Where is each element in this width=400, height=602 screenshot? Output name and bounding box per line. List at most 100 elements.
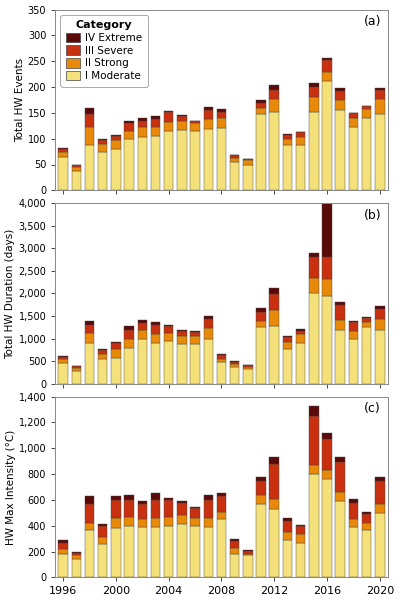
Bar	[256, 308, 266, 312]
Bar	[151, 325, 160, 334]
Bar	[98, 138, 108, 140]
Bar	[309, 474, 318, 577]
Bar	[270, 458, 279, 464]
Bar	[164, 517, 174, 526]
Bar	[204, 110, 213, 119]
Bar	[270, 498, 279, 509]
Bar	[230, 539, 240, 541]
Bar	[309, 465, 318, 474]
Bar	[164, 334, 174, 341]
Bar	[204, 107, 213, 110]
Bar	[204, 328, 213, 339]
Bar	[138, 320, 147, 323]
Bar	[349, 503, 358, 520]
Bar	[375, 513, 384, 577]
Bar	[98, 354, 108, 359]
Bar	[270, 326, 279, 384]
Bar	[336, 91, 345, 100]
Bar	[256, 481, 266, 495]
Bar	[270, 85, 279, 90]
Bar	[164, 131, 174, 190]
Bar	[256, 477, 266, 481]
Bar	[336, 88, 345, 91]
Bar	[124, 131, 134, 138]
Bar	[58, 554, 68, 577]
Bar	[204, 319, 213, 328]
Bar	[177, 503, 187, 515]
Bar	[309, 87, 318, 98]
Bar	[124, 526, 134, 577]
Bar	[217, 112, 226, 118]
Bar	[85, 343, 94, 384]
Bar	[322, 433, 332, 439]
Bar	[204, 495, 213, 500]
Bar	[151, 500, 160, 518]
Y-axis label: Total HW Duration (days): Total HW Duration (days)	[6, 228, 16, 359]
Bar	[138, 118, 147, 120]
Bar	[177, 330, 187, 332]
Bar	[124, 120, 134, 123]
Bar	[296, 526, 305, 534]
Bar	[217, 118, 226, 128]
Bar	[256, 108, 266, 114]
Bar	[164, 113, 174, 122]
Bar	[336, 320, 345, 330]
Bar	[375, 99, 384, 114]
Bar	[243, 160, 253, 164]
Bar	[309, 112, 318, 190]
Bar	[177, 336, 187, 344]
Bar	[138, 127, 147, 137]
Bar	[151, 334, 160, 343]
Bar	[98, 350, 108, 354]
Bar	[283, 134, 292, 138]
Bar	[296, 534, 305, 542]
Bar	[322, 99, 332, 257]
Bar	[270, 90, 279, 99]
Bar	[72, 559, 81, 577]
Bar	[124, 517, 134, 526]
Bar	[72, 552, 81, 553]
Bar	[58, 148, 68, 149]
Bar	[58, 356, 68, 357]
Bar	[349, 113, 358, 118]
Bar	[283, 349, 292, 384]
Bar	[85, 496, 94, 504]
Bar	[164, 326, 174, 334]
Bar	[336, 501, 345, 577]
Bar	[283, 540, 292, 577]
Text: (a): (a)	[364, 15, 381, 28]
Bar	[177, 116, 187, 120]
Bar	[111, 518, 121, 529]
Bar	[124, 138, 134, 190]
Bar	[362, 318, 371, 321]
Bar	[190, 332, 200, 336]
Bar	[270, 112, 279, 190]
Bar	[322, 279, 332, 296]
Bar	[177, 120, 187, 130]
Bar	[138, 504, 147, 519]
Bar	[243, 550, 253, 551]
Bar	[243, 164, 253, 190]
Bar	[85, 321, 94, 325]
Bar	[124, 348, 134, 384]
Bar	[322, 296, 332, 384]
Bar	[204, 518, 213, 527]
Bar	[124, 495, 134, 500]
Bar	[270, 288, 279, 294]
Bar	[283, 521, 292, 532]
Bar	[177, 332, 187, 336]
Y-axis label: HW Max Intensity (°C): HW Max Intensity (°C)	[6, 429, 16, 545]
Bar	[296, 330, 305, 334]
Bar	[230, 541, 240, 548]
Bar	[270, 464, 279, 498]
Bar	[151, 494, 160, 500]
Bar	[111, 529, 121, 577]
Bar	[138, 137, 147, 190]
Bar	[349, 321, 358, 323]
Bar	[151, 116, 160, 119]
Bar	[336, 305, 345, 320]
Bar	[85, 114, 94, 127]
Bar	[72, 164, 81, 167]
Bar	[190, 507, 200, 508]
Bar	[85, 530, 94, 577]
